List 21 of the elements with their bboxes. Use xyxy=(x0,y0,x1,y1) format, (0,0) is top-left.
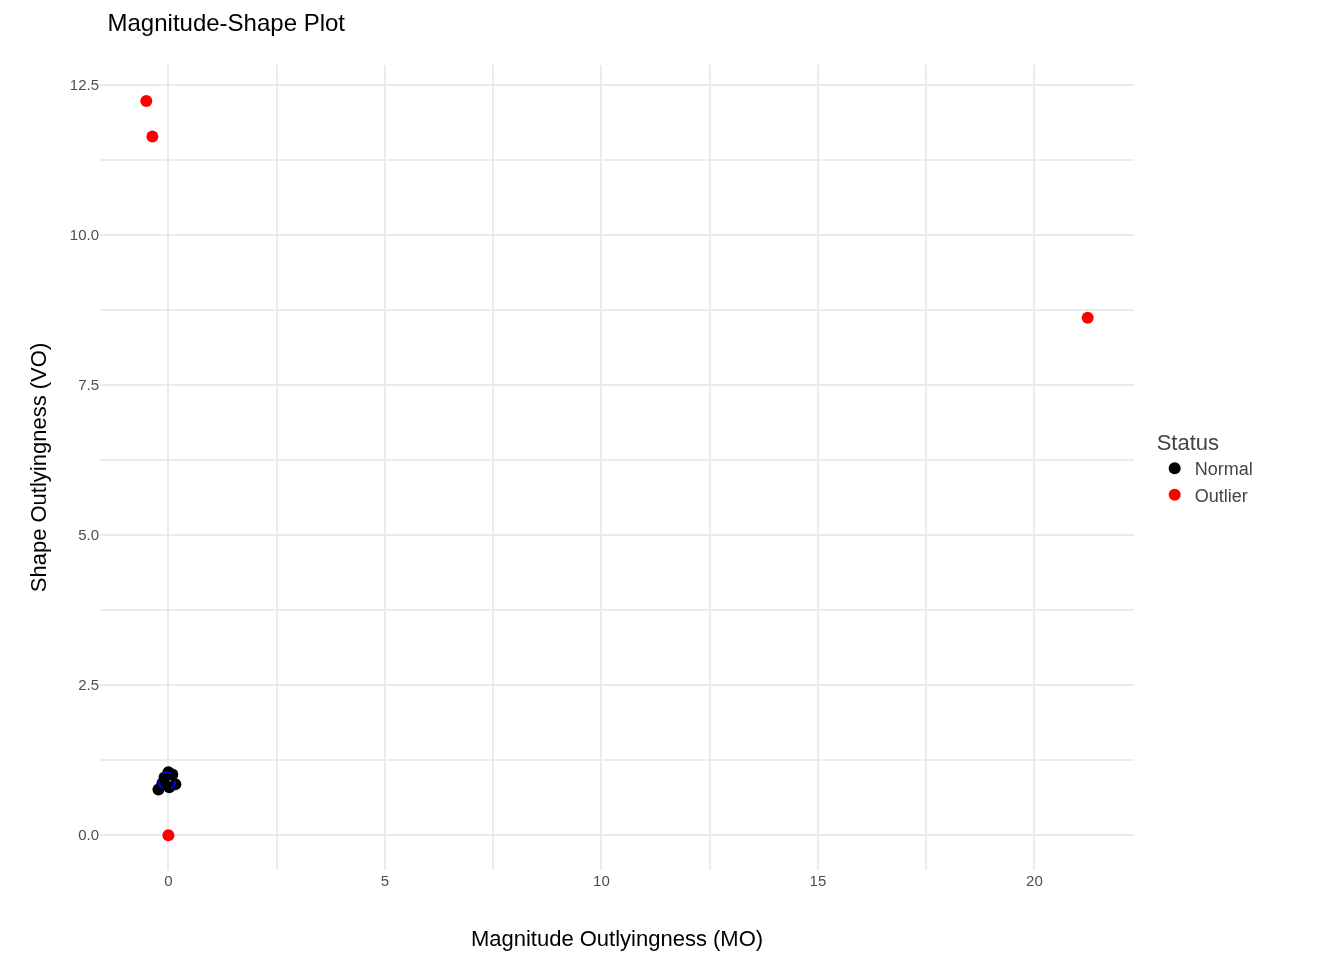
point xyxy=(1081,311,1094,324)
x-tick-label: 10 xyxy=(593,872,610,889)
y-tick-label: 5.0 xyxy=(78,526,99,544)
y-tick-label: 0.0 xyxy=(78,826,99,844)
point xyxy=(140,95,153,108)
x-tick-label: 0 xyxy=(164,872,173,889)
x-axis-title: Magnitude Outlyingness (MO) xyxy=(470,926,764,951)
point xyxy=(162,829,175,842)
y-tick-label: 10.0 xyxy=(69,226,99,244)
point xyxy=(146,130,159,143)
legend-title: Status xyxy=(1156,430,1220,456)
y-tick-label: 12.5 xyxy=(69,76,99,94)
chart-title: Magnitude-Shape Plot xyxy=(107,9,346,37)
legend-label: Outlier xyxy=(1194,485,1248,506)
y-axis-title: Shape Outlyingness (VO) xyxy=(26,342,51,593)
x-tick-label: 15 xyxy=(809,872,827,889)
y-tick-label: 7.5 xyxy=(78,376,99,394)
x-tick-label: 20 xyxy=(1026,872,1043,889)
x-tick-label: 5 xyxy=(380,872,390,889)
legend-label: Normal xyxy=(1194,459,1253,480)
y-tick-label: 2.5 xyxy=(78,676,99,694)
